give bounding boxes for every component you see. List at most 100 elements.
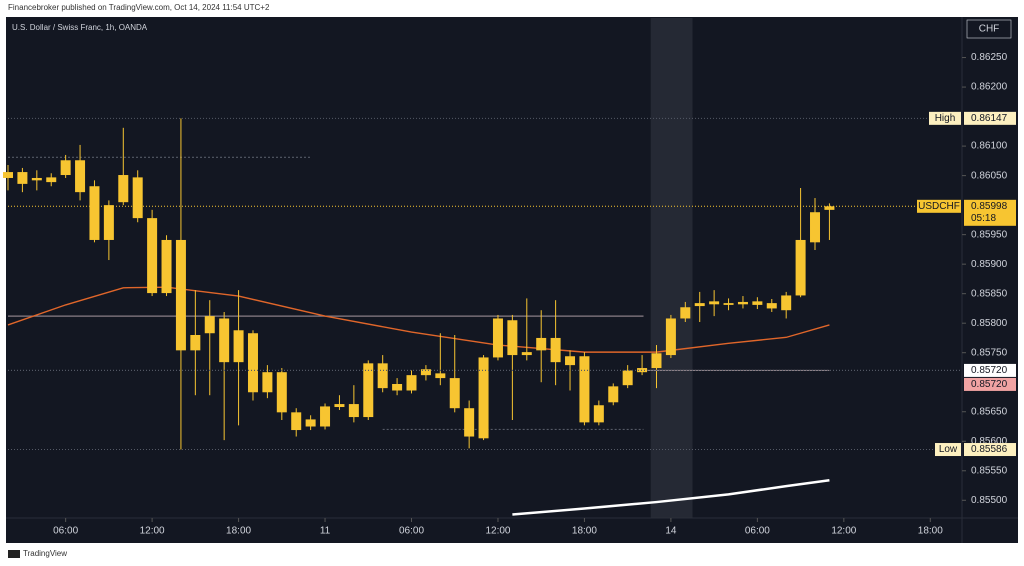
candle-body xyxy=(103,205,114,240)
x-tick-label: 11 xyxy=(320,526,331,537)
y-tick-label: 0.85500 xyxy=(971,495,1008,506)
y-tick-label: 0.85850 xyxy=(971,288,1008,299)
candle-body xyxy=(478,357,489,439)
candle-body xyxy=(737,301,748,305)
candle-body xyxy=(348,404,359,418)
candle-body xyxy=(363,363,374,418)
y-tick-label: 0.85900 xyxy=(971,259,1008,270)
price-label-box xyxy=(964,363,1016,377)
y-tick-label: 0.85750 xyxy=(971,347,1008,358)
session-band xyxy=(650,18,693,518)
candle-body xyxy=(680,307,691,319)
y-tick-label: 0.85600 xyxy=(971,436,1008,447)
tv-logo xyxy=(8,550,20,558)
symbol-title: U.S. Dollar / Swiss Franc, 1h, OANDA xyxy=(12,23,148,32)
candle-body xyxy=(132,177,143,219)
price-label: 0.85720 xyxy=(971,365,1008,376)
candle-body xyxy=(377,363,388,389)
candle-body xyxy=(60,160,71,176)
candle-body xyxy=(262,372,273,393)
y-tick-label: 0.86100 xyxy=(971,141,1008,152)
candle-body xyxy=(521,352,532,356)
candle-body xyxy=(89,186,100,240)
candle-body xyxy=(291,412,302,431)
candle-body xyxy=(709,301,720,305)
price-label-box xyxy=(964,443,1016,457)
candle-body xyxy=(781,295,792,311)
price-tag: Low xyxy=(939,444,958,455)
candle-body xyxy=(147,218,158,294)
candle-body xyxy=(795,239,806,296)
candle-body xyxy=(219,318,230,363)
candle-body xyxy=(204,316,215,334)
candle-body xyxy=(233,330,244,363)
countdown: 05:18 xyxy=(971,213,996,224)
candle-body xyxy=(665,318,676,356)
price-tag: High xyxy=(935,113,956,124)
x-tick-label: 18:00 xyxy=(572,526,597,537)
x-tick-label: 12:00 xyxy=(140,526,165,537)
y-tick-label: 0.86050 xyxy=(971,170,1008,181)
price-label-box xyxy=(964,377,1016,391)
price-label-box xyxy=(964,199,1016,226)
currency-box xyxy=(966,19,1012,39)
candle-body xyxy=(622,370,633,386)
candle-body xyxy=(492,318,503,358)
candle-body xyxy=(752,301,763,305)
candle-body xyxy=(3,172,13,178)
x-tick-label: 06:00 xyxy=(399,526,424,537)
footer-brand: TradingView xyxy=(23,549,67,558)
candle-body xyxy=(810,212,821,243)
price-label: 0.86147 xyxy=(971,113,1008,124)
currency: CHF xyxy=(979,24,1000,35)
price-label: 0.85998 xyxy=(971,201,1008,212)
candle-body xyxy=(406,375,417,391)
candle-body xyxy=(190,335,201,351)
x-tick-label: 18:00 xyxy=(226,526,251,537)
candle-body xyxy=(17,172,28,184)
chart-panel xyxy=(6,17,1018,543)
candle-body xyxy=(824,206,835,210)
price-tag-box xyxy=(917,199,961,213)
candle-body xyxy=(276,372,287,413)
candle-body xyxy=(579,356,590,423)
candle-body xyxy=(507,320,518,356)
candle-body xyxy=(75,160,86,193)
candle-body xyxy=(550,337,561,363)
price-tag-box xyxy=(929,111,961,125)
candle-body xyxy=(723,303,734,305)
candle-body xyxy=(31,177,42,181)
price-label: 0.85586 xyxy=(971,444,1008,455)
y-tick-label: 0.85550 xyxy=(971,465,1008,476)
candle-body xyxy=(637,368,648,373)
candle-body xyxy=(175,239,186,351)
candle-body xyxy=(565,356,576,366)
candle-body xyxy=(766,303,777,309)
x-tick-label: 06:00 xyxy=(745,526,770,537)
x-tick-label: 12:00 xyxy=(831,526,856,537)
y-tick-label: 0.86200 xyxy=(971,82,1008,93)
candle-body xyxy=(392,383,403,391)
candle-body xyxy=(247,333,258,393)
x-tick-label: 14 xyxy=(665,526,677,537)
y-tick-label: 0.85650 xyxy=(971,406,1008,417)
publisher: Financebroker published on TradingView.c… xyxy=(8,3,270,12)
candle-body xyxy=(320,406,331,427)
y-tick-label: 0.86250 xyxy=(971,52,1008,63)
candle-body xyxy=(651,353,662,369)
candle-body xyxy=(334,404,345,408)
y-tick-label: 0.85950 xyxy=(971,229,1008,240)
candle-body xyxy=(46,177,57,183)
x-tick-label: 18:00 xyxy=(918,526,943,537)
candle-body xyxy=(593,405,604,423)
candle-body xyxy=(435,373,446,379)
candle-body xyxy=(694,303,705,307)
candle-body xyxy=(420,369,431,376)
candle-body xyxy=(161,239,172,294)
candle-body xyxy=(608,386,619,403)
y-tick-label: 0.85800 xyxy=(971,318,1008,329)
price-tag-box xyxy=(935,443,961,457)
x-tick-label: 06:00 xyxy=(53,526,78,537)
